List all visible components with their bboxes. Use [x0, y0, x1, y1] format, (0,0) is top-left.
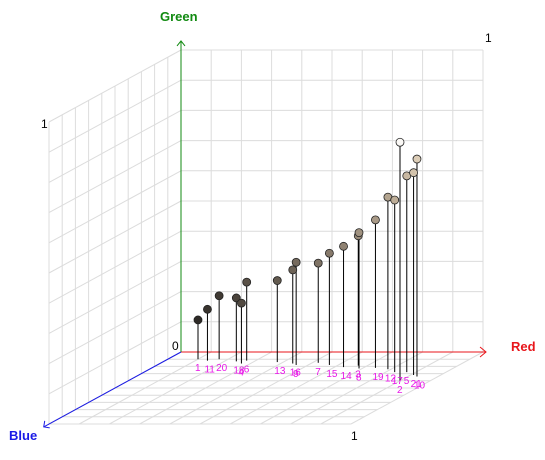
data-point [313, 258, 323, 268]
grid-line [320, 351, 454, 425]
tick-label-green-max: 1 [41, 117, 48, 131]
data-point [390, 195, 400, 205]
tick-label-red-max: 1 [351, 429, 358, 443]
blue-axis-title: Blue [9, 428, 37, 443]
tick-label-origin: 0 [172, 339, 179, 353]
green-axis-title: Green [160, 9, 198, 24]
grid-line [48, 170, 182, 244]
data-point [324, 248, 334, 258]
data-points [193, 137, 422, 325]
green-axis-arrow [176, 40, 186, 47]
grid-line [48, 200, 182, 274]
data-point [354, 228, 364, 238]
point-label: 21 [411, 379, 423, 390]
axis-titles: Green Red Blue [9, 9, 536, 443]
point-label: 18 [233, 365, 245, 376]
grid-line [48, 49, 182, 123]
point-label: 19 [372, 372, 384, 383]
point-label: 12 [385, 373, 397, 384]
grid [48, 49, 484, 425]
blue-axis-arrow [43, 420, 50, 429]
grid-line [290, 351, 423, 425]
blue-axis-line [43, 351, 182, 428]
point-label: 11 [204, 365, 215, 376]
point-label: 4 [238, 368, 244, 379]
point-label: 5 [404, 376, 410, 387]
point-label: 17 [392, 376, 404, 387]
data-point [288, 265, 298, 275]
point-label: 13 [274, 366, 286, 377]
point-label: 15 [326, 369, 338, 380]
point-label: 1 [195, 363, 201, 374]
data-point [231, 293, 241, 303]
data-point [371, 215, 380, 225]
point-label: 14 [341, 371, 353, 382]
data-point [412, 154, 422, 164]
red-axis-title: Red [511, 339, 536, 354]
tick-label-green-max-back: 1 [485, 31, 492, 45]
data-point [409, 168, 418, 178]
data-point [214, 291, 224, 301]
grid-line [229, 351, 363, 425]
data-point [237, 298, 246, 308]
data-point [203, 304, 212, 314]
grid-line [48, 109, 182, 183]
data-point [193, 315, 203, 325]
grid-line [48, 140, 182, 214]
point-label: 7 [315, 367, 321, 378]
grid-line [48, 79, 182, 153]
data-point [291, 257, 301, 267]
data-point [339, 241, 348, 251]
grid-line [260, 351, 393, 425]
point-label: 10 [414, 380, 426, 391]
data-point [242, 277, 252, 287]
point-label: 16 [290, 368, 302, 379]
data-point [272, 276, 282, 285]
point-label: 3 [355, 370, 361, 381]
point-label: 2 [397, 385, 403, 396]
point-label: 6 [244, 365, 250, 376]
data-point [395, 137, 405, 147]
point-label: 8 [356, 373, 362, 384]
grid-line [350, 351, 484, 425]
point-label: 20 [216, 363, 228, 374]
red-axis-arrow [479, 346, 487, 358]
point-label: 9 [293, 369, 299, 380]
drop-lines [197, 142, 418, 381]
